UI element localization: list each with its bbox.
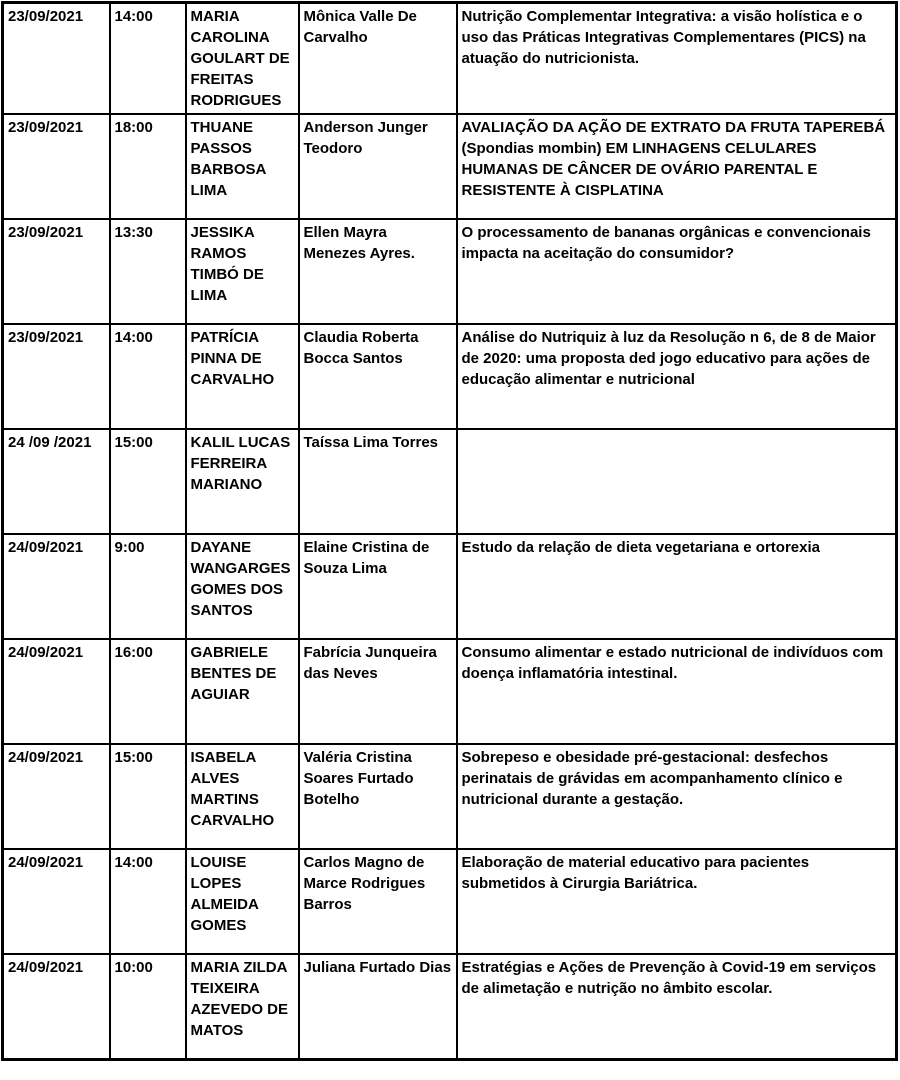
date-cell: 24/09/2021 [1,533,111,640]
time-cell: 10:00 [108,953,187,1060]
student-name-cell: MARIA ZILDA TEIXEIRA AZEVEDO DE MATOS [184,953,300,1060]
student-name-cell: LOUISE LOPES ALMEIDA GOMES [184,848,300,955]
time-cell: 13:30 [108,218,187,325]
time-cell: 15:00 [108,428,187,535]
advisor-name-cell: Fabrícia Junqueira das Neves [297,638,458,745]
advisor-name-cell: Juliana Furtado Dias [297,953,458,1060]
date-cell: 24/09/2021 [1,638,111,745]
date-cell: 24/09/2021 [1,743,111,850]
date-cell: 23/09/2021 [1,218,111,325]
student-name-cell: MARIA CAROLINA GOULART DE FREITAS RODRIG… [184,1,300,115]
date-cell: 23/09/2021 [1,1,111,115]
table-row: 24/09/2021 9:00 DAYANE WANGARGES GOMES D… [1,533,898,640]
date-cell: 23/09/2021 [1,113,111,220]
time-cell: 14:00 [108,848,187,955]
time-cell: 18:00 [108,113,187,220]
advisor-name-cell: Ellen Mayra Menezes Ayres. [297,218,458,325]
student-name-cell: THUANE PASSOS BARBOSA LIMA [184,113,300,220]
student-name-cell: DAYANE WANGARGES GOMES DOS SANTOS [184,533,300,640]
student-name-cell: ISABELA ALVES MARTINS CARVALHO [184,743,300,850]
thesis-title-cell: Nutrição Complementar Integrativa: a vis… [455,1,898,115]
thesis-title-cell: AVALIAÇÃO DA AÇÃO DE EXTRATO DA FRUTA TA… [455,113,898,220]
table-row: 24/09/2021 14:00 LOUISE LOPES ALMEIDA GO… [1,848,898,955]
student-name-cell: KALIL LUCAS FERREIRA MARIANO [184,428,300,535]
table-row: 23/09/2021 14:00 PATRÍCIA PINNA DE CARVA… [1,323,898,430]
table-row: 24/09/2021 10:00 MARIA ZILDA TEIXEIRA AZ… [1,953,898,1060]
student-name-cell: GABRIELE BENTES DE AGUIAR [184,638,300,745]
advisor-name-cell: Mônica Valle De Carvalho [297,1,458,115]
time-cell: 15:00 [108,743,187,850]
date-cell: 24/09/2021 [1,953,111,1060]
table-row: 24/09/2021 15:00 ISABELA ALVES MARTINS C… [1,743,898,850]
advisor-name-cell: Claudia Roberta Bocca Santos [297,323,458,430]
student-name-cell: JESSIKA RAMOS TIMBÓ DE LIMA [184,218,300,325]
table-row: 23/09/2021 14:00 MARIA CAROLINA GOULART … [1,1,898,115]
thesis-title-cell: Sobrepeso e obesidade pré-gestacional: d… [455,743,898,850]
thesis-title-cell: Estratégias e Ações de Prevenção à Covid… [455,953,898,1060]
defense-schedule-table: 23/09/2021 14:00 MARIA CAROLINA GOULART … [1,1,898,1061]
advisor-name-cell: Elaine Cristina de Souza Lima [297,533,458,640]
time-cell: 14:00 [108,323,187,430]
table-row: 24 /09 /2021 15:00 KALIL LUCAS FERREIRA … [1,428,898,535]
time-cell: 14:00 [108,1,187,115]
table-row: 23/09/2021 13:30 JESSIKA RAMOS TIMBÓ DE … [1,218,898,325]
thesis-title-cell: Análise do Nutriquiz à luz da Resolução … [455,323,898,430]
table-row: 23/09/2021 18:00 THUANE PASSOS BARBOSA L… [1,113,898,220]
defense-table-body: 23/09/2021 14:00 MARIA CAROLINA GOULART … [1,1,898,1060]
thesis-title-cell: O processamento de bananas orgânicas e c… [455,218,898,325]
date-cell: 23/09/2021 [1,323,111,430]
advisor-name-cell: Anderson Junger Teodoro [297,113,458,220]
student-name-cell: PATRÍCIA PINNA DE CARVALHO [184,323,300,430]
thesis-title-cell: Consumo alimentar e estado nutricional d… [455,638,898,745]
thesis-title-cell [455,428,898,535]
advisor-name-cell: Taíssa Lima Torres [297,428,458,535]
time-cell: 16:00 [108,638,187,745]
advisor-name-cell: Valéria Cristina Soares Furtado Botelho [297,743,458,850]
advisor-name-cell: Carlos Magno de Marce Rodrigues Barros [297,848,458,955]
thesis-title-cell: Elaboração de material educativo para pa… [455,848,898,955]
thesis-title-cell: Estudo da relação de dieta vegetariana e… [455,533,898,640]
table-row: 24/09/2021 16:00 GABRIELE BENTES DE AGUI… [1,638,898,745]
date-cell: 24 /09 /2021 [1,428,111,535]
date-cell: 24/09/2021 [1,848,111,955]
time-cell: 9:00 [108,533,187,640]
